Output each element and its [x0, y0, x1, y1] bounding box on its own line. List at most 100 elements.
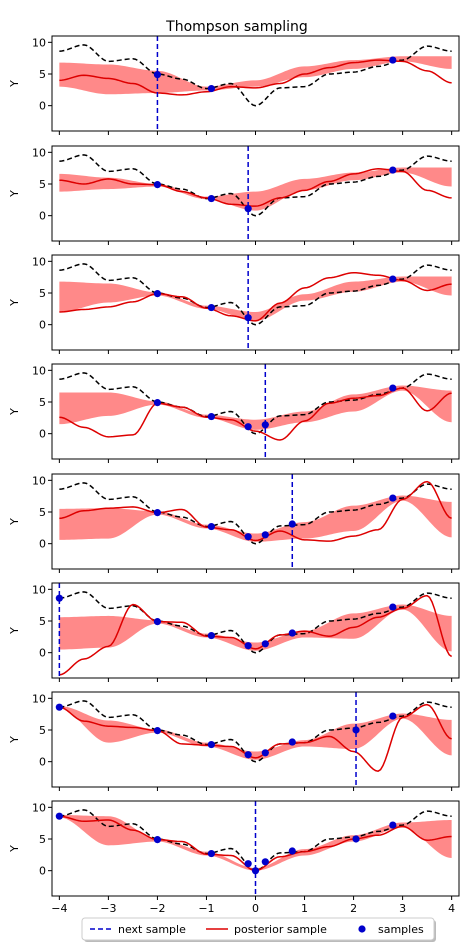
- y-tick-label: 10: [32, 255, 46, 268]
- plot-area: [59, 692, 452, 787]
- true-function-line: [59, 372, 452, 435]
- uncertainty-band: [59, 276, 452, 321]
- y-tick-label: 0: [39, 647, 46, 660]
- true-function-line: [59, 44, 452, 107]
- sample-point: [153, 181, 162, 189]
- panels-layer: 0510Y0510Y0510Y0510Y0510Y0510Y0510Y0510−…: [8, 35, 460, 915]
- sample-point: [261, 421, 269, 429]
- y-axis-label: Y: [8, 299, 21, 307]
- plot-area: [58, 583, 453, 678]
- panel-4: 0 5 10 Y: [8, 363, 460, 463]
- y-tick-label: 0: [39, 100, 46, 113]
- sample-point: [288, 738, 296, 746]
- y-tick-label: 0: [39, 865, 46, 878]
- uncertainty-band: [59, 705, 452, 760]
- sample-point: [244, 642, 252, 650]
- legend-box: [81, 917, 435, 941]
- uncertainty-band: [59, 167, 452, 211]
- x-tick-label: −2: [149, 902, 165, 915]
- sample-point: [244, 423, 252, 431]
- y-tick-label: 0: [39, 756, 46, 769]
- sample-point: [207, 412, 215, 421]
- posterior-sample-line: [59, 271, 452, 322]
- sample-point: [261, 749, 269, 757]
- legend-samples-label: samples: [378, 923, 424, 936]
- sample-point: [244, 314, 252, 322]
- y-tick-label: 10: [32, 364, 46, 377]
- sample-point: [153, 618, 162, 626]
- plot-area: [59, 255, 452, 350]
- y-tick-label: 10: [32, 36, 46, 49]
- legend: next sample posterior sample samples: [81, 917, 436, 942]
- y-axis-label: Y: [8, 518, 21, 526]
- y-tick-label: 10: [32, 692, 46, 705]
- y-tick-label: 0: [39, 210, 46, 223]
- y-tick-label: 5: [39, 287, 46, 300]
- true-function-line: [59, 482, 452, 545]
- sample-point: [153, 509, 162, 517]
- sample-point: [153, 399, 162, 407]
- sample-point: [288, 520, 296, 528]
- plot-area: [59, 364, 452, 459]
- y-tick-label: 5: [39, 615, 46, 628]
- sample-point: [153, 836, 162, 844]
- sample-point: [352, 835, 360, 843]
- sample-point: [244, 860, 252, 868]
- sample-point: [207, 84, 215, 93]
- y-axis-label: Y: [8, 190, 21, 198]
- uncertainty-band: [59, 385, 452, 430]
- sample-point: [207, 522, 215, 531]
- panel-6: 0 5 10 Y: [8, 582, 460, 682]
- x-tick-label: 0: [252, 902, 259, 915]
- sample-point: [244, 533, 252, 541]
- sample-point: [389, 821, 397, 829]
- posterior-sample-line: [59, 168, 452, 207]
- sample-point: [251, 867, 260, 875]
- y-tick-label: 10: [32, 474, 46, 487]
- y-tick-label: 0: [39, 538, 46, 551]
- sample-point: [288, 629, 296, 637]
- posterior-sample-line: [59, 387, 452, 441]
- sample-point: [207, 194, 215, 203]
- y-tick-label: 5: [39, 833, 46, 846]
- sample-point: [244, 205, 252, 213]
- posterior-sample-line: [59, 703, 452, 772]
- panel-1: 0 5 10 Y: [8, 35, 460, 135]
- x-tick-label: 4: [448, 902, 455, 915]
- posterior-sample-line: [59, 594, 453, 676]
- true-function-line: [59, 700, 452, 763]
- y-tick-label: 10: [32, 146, 46, 159]
- y-tick-label: 0: [39, 319, 46, 332]
- sample-point: [288, 847, 296, 855]
- x-tick-label: 1: [301, 902, 308, 915]
- y-tick-label: 5: [39, 724, 46, 737]
- sample-point: [207, 740, 215, 749]
- panel-7: 0 5 10 Y: [8, 691, 460, 791]
- uncertainty-band: [59, 495, 452, 542]
- sample-point: [389, 166, 397, 174]
- y-tick-label: 5: [39, 178, 46, 191]
- y-axis-label: Y: [8, 627, 21, 635]
- sample-point: [207, 849, 215, 858]
- x-tick-label: −4: [51, 902, 67, 915]
- sample-point: [389, 603, 397, 611]
- legend-samples-swatch: [358, 925, 366, 933]
- chart-title: Thompson sampling: [165, 19, 308, 35]
- y-tick-label: 10: [32, 801, 46, 814]
- posterior-sample-line: [59, 480, 452, 542]
- sample-point: [389, 712, 397, 720]
- sample-point: [389, 494, 397, 502]
- sample-point: [389, 275, 397, 283]
- x-tick-label: −1: [198, 902, 214, 915]
- y-tick-label: 5: [39, 68, 46, 81]
- sample-point: [261, 531, 269, 539]
- y-tick-label: 10: [32, 583, 46, 596]
- true-function-line: [59, 154, 452, 217]
- sample-point: [261, 858, 269, 866]
- y-axis-label: Y: [8, 736, 21, 744]
- y-tick-label: 5: [39, 396, 46, 409]
- sample-point: [389, 384, 397, 392]
- plot-area: [59, 474, 452, 569]
- sample-point: [153, 71, 162, 79]
